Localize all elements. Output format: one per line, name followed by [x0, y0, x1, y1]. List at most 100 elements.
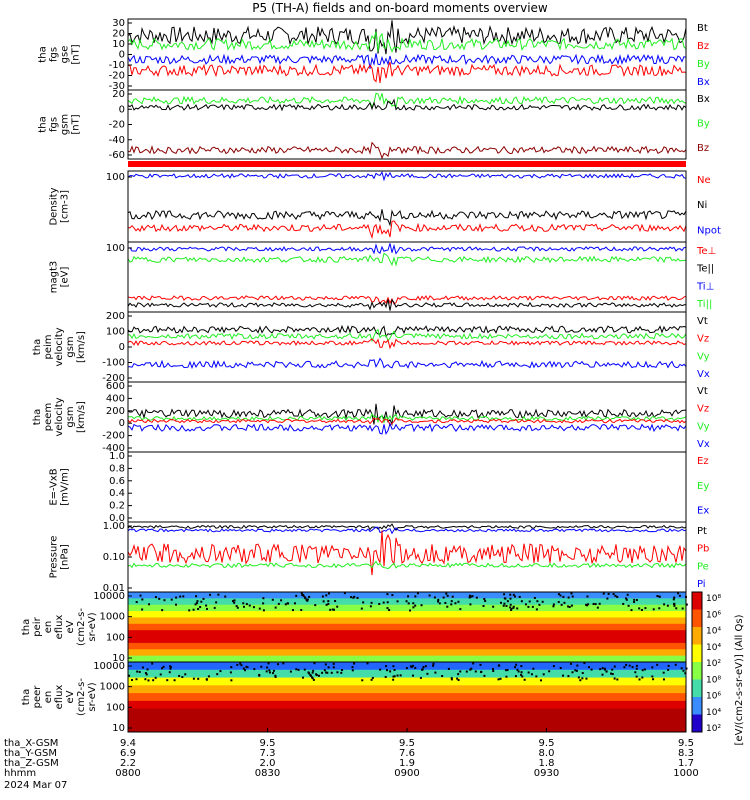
spectrogram-speckle	[504, 669, 507, 672]
spectrogram-speckle	[199, 606, 202, 609]
spectrogram-speckle	[499, 677, 502, 680]
date-label: 2024 Mar 07	[4, 780, 67, 791]
spectrogram-band	[128, 642, 686, 650]
spectrogram-speckle	[599, 668, 602, 671]
spectrogram-speckle	[231, 600, 234, 603]
spectrogram-speckle	[626, 593, 629, 596]
spectrogram-speckle	[219, 670, 222, 673]
y-tick-label: 200	[106, 406, 125, 417]
spectrogram-speckle	[447, 667, 450, 670]
spectrogram-speckle	[292, 609, 295, 612]
spectrogram-speckle	[457, 600, 460, 603]
spectrogram-speckle	[161, 667, 164, 670]
y-axis-label: fgs	[49, 117, 60, 132]
panel-temp: 100 magt3 [eV] Te⊥ Te|| Ti⊥ Ti||	[49, 241, 716, 313]
spectrogram-speckle	[514, 675, 517, 678]
spectrogram-speckle	[492, 605, 495, 608]
spectrogram-speckle	[651, 666, 654, 669]
spectrogram-speckle	[138, 670, 141, 673]
spectrogram-speckle	[386, 593, 389, 596]
spectrogram-speckle	[459, 670, 462, 673]
spectrogram-speckle	[586, 604, 589, 607]
spectrogram-speckle	[419, 676, 422, 679]
colorbar-tick: 10⁸	[706, 675, 721, 685]
colorbar-tick: 10⁶	[706, 692, 721, 702]
spectrogram-band	[128, 700, 686, 710]
spectrogram-speckle	[366, 662, 369, 665]
y-tick-label: 0	[119, 342, 125, 353]
spectrogram-speckle	[141, 608, 144, 611]
spectrogram-speckle	[268, 669, 271, 672]
spectrogram-speckle	[663, 603, 666, 606]
legend-entry: Pi	[697, 579, 706, 590]
spectrogram-speckle	[304, 597, 307, 600]
spectrogram-speckle	[673, 596, 676, 599]
spectrogram-speckle	[514, 666, 517, 669]
spectrogram-speckle	[369, 605, 372, 608]
spectrogram-speckle	[504, 597, 507, 600]
spectrogram-speckle	[308, 595, 311, 598]
spectrogram-speckle	[169, 667, 172, 670]
legend-entry: Vt	[697, 386, 708, 397]
y-axis-label: tha	[32, 409, 43, 425]
spectrogram-speckle	[414, 666, 417, 669]
colorbar-tick: 10⁴	[706, 708, 721, 718]
series-line	[127, 243, 687, 255]
y-tick-label: 1000	[100, 682, 125, 693]
spectrogram-speckle	[258, 607, 261, 610]
y-axis-label: gsm	[65, 336, 76, 357]
spectrogram-speckle	[658, 607, 661, 610]
panel-efield: 1.00.8 0.60.4 0.20.0 E=-VxB [mV/m] Ez Ey Ex	[49, 451, 710, 524]
x-row-label: tha_Z-GSM	[4, 758, 59, 769]
spectrogram-speckle	[332, 666, 335, 669]
series-line	[127, 252, 687, 267]
y-tick-label: 1.00	[103, 521, 125, 532]
spectrogram-speckle	[414, 604, 417, 607]
spectrogram-speckle	[151, 662, 154, 665]
spectrogram-speckle	[405, 667, 408, 670]
spectrogram-speckle	[274, 674, 277, 677]
spectrogram-band	[128, 649, 686, 657]
colorbar-segment	[692, 644, 702, 663]
spectrogram-speckle	[324, 663, 327, 666]
y-tick-label: 30	[112, 18, 125, 29]
spectrogram-speckle	[205, 604, 208, 607]
spectrogram-speckle	[192, 608, 195, 611]
spectrogram-speckle	[446, 594, 449, 597]
y-tick-label: 1000	[100, 612, 125, 623]
spectrogram-speckle	[527, 605, 530, 608]
spectrogram-speckle	[154, 676, 157, 679]
spectrogram-speckle	[144, 672, 147, 675]
series-line	[127, 560, 687, 570]
spectrogram-speckle	[581, 672, 584, 675]
spectrogram-speckle	[611, 668, 614, 671]
spectrogram-speckle	[385, 665, 388, 668]
spectrogram-speckle	[528, 600, 531, 603]
spectrogram-speckle	[590, 668, 593, 671]
spectrogram-speckle	[286, 602, 289, 605]
spectrogram-speckle	[471, 595, 474, 598]
spectrogram-speckle	[509, 593, 512, 596]
spectrogram-speckle	[169, 665, 172, 668]
series-line	[127, 412, 687, 424]
spectrogram-speckle	[616, 595, 619, 598]
y-axis-label: eV	[65, 690, 76, 703]
spectrogram-speckle	[598, 602, 601, 605]
spectrogram-speckle	[502, 604, 505, 607]
spectrogram-speckle	[352, 596, 355, 599]
spectrogram-speckle	[236, 606, 239, 609]
series-line	[127, 53, 687, 69]
series-line	[127, 328, 687, 343]
spectrogram-band	[128, 617, 686, 625]
colorbar-tick: 10⁴	[706, 643, 721, 653]
series-line	[127, 523, 687, 531]
spectrogram-speckle	[252, 606, 255, 609]
spectrogram-speckle	[362, 601, 365, 604]
spectrogram-speckle	[130, 678, 133, 681]
spectrogram-speckle	[303, 668, 306, 671]
spectrogram-speckle	[516, 607, 519, 610]
y-axis-label: eflux	[54, 685, 65, 710]
legend-entry: Bx	[697, 94, 710, 105]
spectrogram-speckle	[265, 670, 268, 673]
